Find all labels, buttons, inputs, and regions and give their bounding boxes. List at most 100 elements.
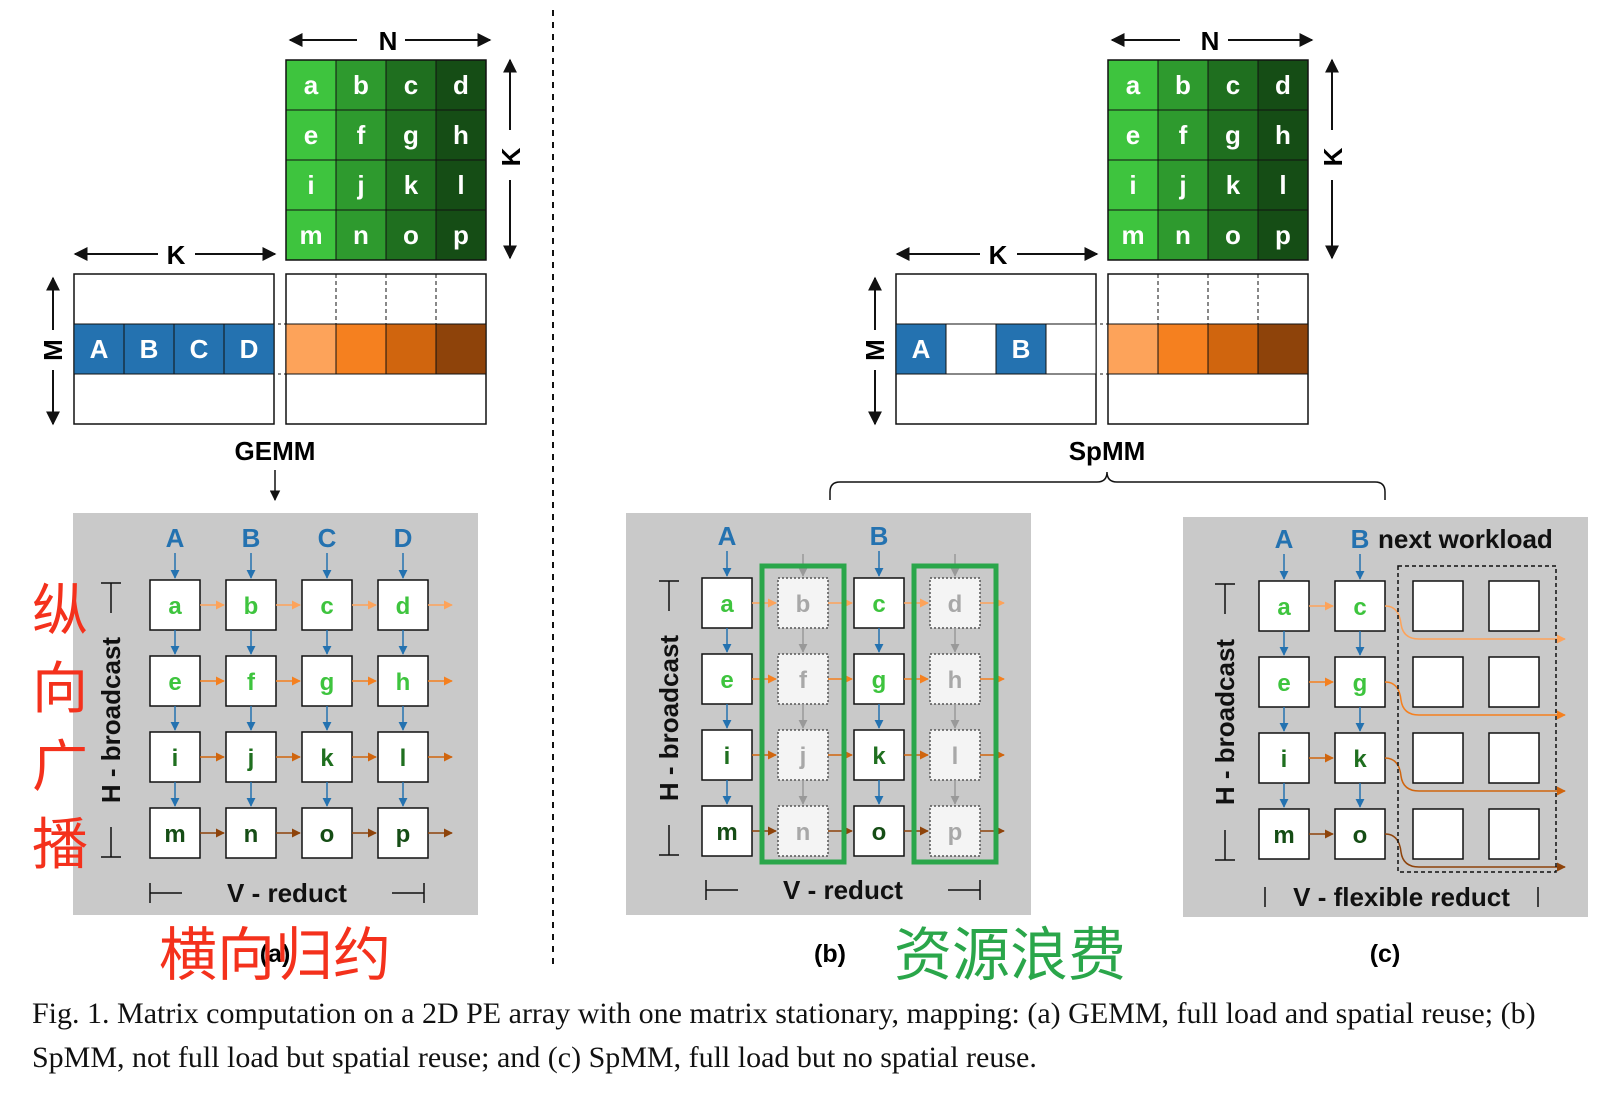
idle-pe-cell [777,805,829,857]
matrix-b-cell-label: i [307,170,314,200]
matrix-a-cell [73,323,125,375]
next-workload-pe-cell [1412,808,1464,860]
annotation-vertical-char: 广 [32,735,88,798]
matrix-c-cell [1107,323,1159,375]
input-label: A [166,523,185,553]
matrix-b-cell-label: l [457,170,464,200]
pe-label: i [724,743,731,770]
matrix-c-cell [285,323,337,375]
matrix-a-cell [995,323,1047,375]
pe-label: o [872,819,887,846]
idle-pe-cell [929,577,981,629]
matrix-b-cell [435,209,487,261]
matrix-b-cell-label: c [404,70,418,100]
gemm-dim-n: N [379,26,398,56]
matrix-b-cell-label: e [1126,120,1140,150]
pe-label: l [400,745,407,772]
figure-caption: Fig. 1. Matrix computation on a 2D PE ar… [32,997,1536,1074]
matrix-b-border [285,59,487,261]
next-workload-label: next workload [1378,524,1553,554]
pe-label: a [720,591,734,618]
matrix-b-cell-label: k [1226,170,1241,200]
matrix-b-cell-label: o [1225,220,1241,250]
input-label: B [1351,524,1370,554]
sub-label-c: (c) [1370,940,1401,968]
matrix-b-cell [1257,159,1309,211]
flexible-reduce-arrow [1384,681,1566,720]
pe-cell [377,579,429,631]
pe-cell [149,655,201,707]
pe-label: n [796,819,811,846]
annotation-vertical-char: 向 [32,657,88,720]
matrix-b-cell-label: g [1225,120,1241,150]
matrix-b-cell-label: i [1129,170,1136,200]
pe-label: m [716,819,737,846]
pe-cell [1258,732,1310,784]
v-reduct-label: V - reduct [227,878,347,908]
matrix-b-cell-label: k [404,170,419,200]
h-broadcast-label: H - broadcast [654,635,684,801]
pe-label: k [872,743,886,770]
matrix-b-cell-label: h [1275,120,1291,150]
pe-cell [301,579,353,631]
pe-cell [1334,732,1386,784]
pe-array-panel-a: A B C Da b c d e f g h i j k l m n o p H - broadcast V - red… [73,513,478,915]
matrix-c-cell [385,323,437,375]
pe-array-panel-b: A Ba b c d e f g h i j k l m n o p H - broadcast V - reduc… [626,513,1031,915]
matrix-b-cell-label: b [1175,70,1191,100]
flexible-reduce-arrow [1384,757,1566,796]
matrix-b-cell [285,209,337,261]
pe-cell [225,731,277,783]
annotation-vertical-broadcast: 纵 向 广 播 [32,579,88,876]
pe-label: d [948,591,963,618]
pe-cell [1334,656,1386,708]
pe-label: d [396,593,411,620]
h-broadcast-label: H - broadcast [1210,639,1240,805]
pe-label: o [320,821,335,848]
matrix-b-cell [435,109,487,161]
v-reduct-label: V - flexible reduct [1293,882,1510,912]
pe-label: a [168,593,182,620]
gemm-dim-k: K [167,240,186,270]
matrix-a-cell-label: C [190,334,209,364]
matrix-c-cell [1257,323,1309,375]
pe-cell [149,579,201,631]
matrix-b-cell-label: b [353,70,369,100]
pe-label: c [1353,594,1366,621]
input-label: D [394,523,413,553]
spmm-brace [829,471,1386,500]
pe-label: l [952,743,959,770]
matrix-b-cell-label: n [353,220,369,250]
idle-pe-cell [929,805,981,857]
matrix-a-cell-label: B [140,334,159,364]
matrix-b-cell-label: j [1178,170,1186,200]
matrix-b-cell-label: f [357,120,366,150]
matrix-a-empty-cell [945,323,997,375]
pe-label: h [396,669,411,696]
matrix-b-cell [385,209,437,261]
pe-label: g [1353,670,1368,697]
pe-label: n [244,821,259,848]
annotation-vertical-char: 播 [32,813,88,876]
pe-label: i [1281,746,1288,773]
pe-label: b [244,593,259,620]
matrix-a-cell-label: D [240,334,259,364]
matrix-b-cell-label: e [304,120,318,150]
pe-label: e [1277,670,1290,697]
pe-cell [853,577,905,629]
pe-label: i [172,745,179,772]
flexible-reduce-arrow [1384,605,1566,644]
matrix-b-cell [1107,109,1159,161]
pe-cell [301,655,353,707]
matrix-b-cell-label: a [304,70,319,100]
next-workload-pe-cell [1488,808,1540,860]
pe-label: g [872,667,887,694]
gemm-matrix-a: A B C D [73,273,275,425]
next-workload-pe-cell [1412,580,1464,632]
matrix-b-cell [1157,159,1209,211]
matrix-b-cell [1157,109,1209,161]
pe-label: b [796,591,811,618]
matrix-a-cell-label: B [1012,334,1031,364]
